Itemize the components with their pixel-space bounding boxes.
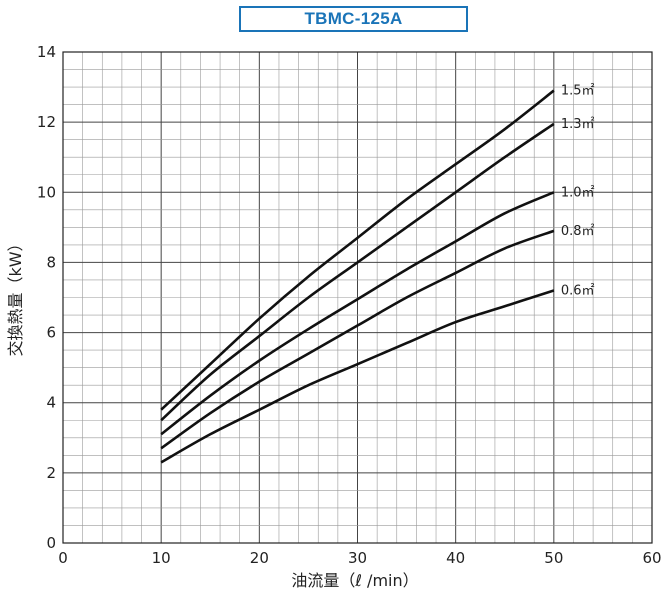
series-line: [160, 122, 555, 422]
y-tick-label: 4: [46, 394, 56, 412]
grid: [62, 51, 653, 544]
series-line: [160, 191, 555, 436]
curve-labels: 1.5㎡ 1.3㎡ 1.0㎡ 0.8㎡ 0.6㎡: [561, 84, 595, 299]
x-axis-label: 油流量（ℓ /min）: [291, 571, 418, 590]
series-label: 1.3㎡: [561, 117, 595, 132]
x-tick-label: 40: [446, 549, 465, 567]
plot-frame: [62, 51, 653, 544]
y-tick-label: 2: [46, 464, 56, 482]
y-tick-label: 10: [37, 183, 56, 201]
series-label: 0.8㎡: [561, 224, 595, 239]
series-label: 0.6㎡: [561, 283, 595, 298]
tick-labels: 0 10 20 30 40 50 60 0 2 4 6 8 10 12 14: [37, 43, 662, 567]
y-tick-label: 14: [37, 43, 56, 61]
y-tick-label: 0: [46, 534, 56, 552]
x-tick-label: 60: [642, 549, 661, 567]
x-tick-label: 30: [348, 549, 367, 567]
series-label: 1.0㎡: [561, 185, 595, 200]
chart-title: TBMC-125A: [304, 9, 403, 28]
y-tick-label: 6: [46, 324, 56, 342]
series-line: [160, 89, 555, 411]
y-axis-label: 交換熱量（kW）: [6, 235, 25, 356]
curves: [160, 89, 555, 464]
series-line: [160, 289, 555, 464]
x-tick-label: 20: [250, 549, 269, 567]
y-tick-label: 8: [46, 253, 56, 271]
y-tick-label: 12: [37, 113, 56, 131]
series-line: [160, 229, 555, 450]
x-tick-label: 0: [58, 549, 68, 567]
x-tick-label: 50: [544, 549, 563, 567]
series-label: 1.5㎡: [561, 84, 595, 99]
chart-title-box: TBMC-125A: [239, 6, 468, 32]
x-tick-label: 10: [152, 549, 171, 567]
